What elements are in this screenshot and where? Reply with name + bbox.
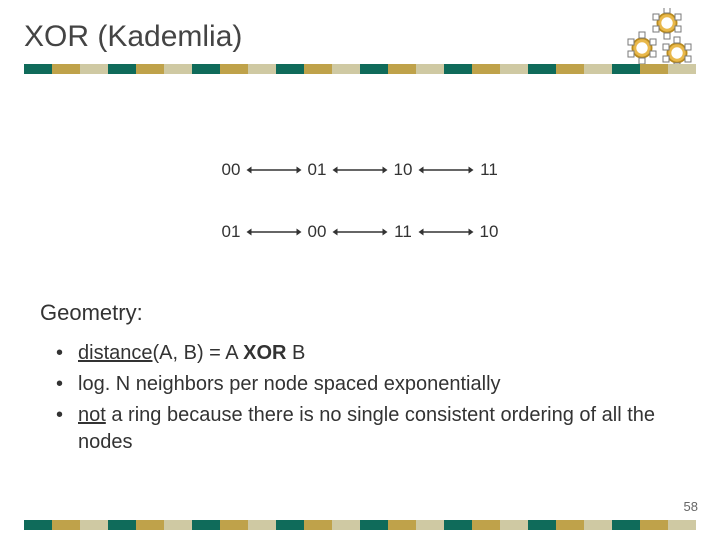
geometry-heading: Geometry: (40, 300, 660, 326)
xor-row: 00 01 10 11 (0, 160, 720, 180)
page-number: 58 (684, 499, 698, 514)
double-arrow-icon (246, 225, 302, 239)
geometry-item: log. N neighbors per node spaced exponen… (78, 371, 660, 398)
xor-node: 01 (302, 160, 332, 180)
xor-rows: 00 01 10 11 01 00 11 10 (0, 160, 720, 284)
geometry-section: Geometry: distance(A, B) = A XOR B log. N… (40, 300, 660, 460)
geometry-list: distance(A, B) = A XOR B log. N neighbors… (40, 340, 660, 456)
xor-node: 10 (388, 160, 418, 180)
xor-row: 01 00 11 10 (0, 222, 720, 242)
geometry-item: distance(A, B) = A XOR B (78, 340, 660, 367)
xor-node: 11 (474, 160, 504, 180)
accent-stripe-bottom (24, 520, 696, 530)
xor-node: 01 (216, 222, 246, 242)
double-arrow-icon (332, 163, 388, 177)
double-arrow-icon (246, 163, 302, 177)
double-arrow-icon (332, 225, 388, 239)
xor-node: 00 (302, 222, 332, 242)
geometry-item: not a ring because there is no single co… (78, 402, 660, 456)
xor-node: 10 (474, 222, 504, 242)
double-arrow-icon (418, 225, 474, 239)
double-arrow-icon (418, 163, 474, 177)
xor-node: 11 (388, 222, 418, 242)
page-title: XOR (Kademlia) (24, 20, 242, 54)
accent-stripe-top (24, 64, 696, 74)
slide-logo (612, 8, 702, 72)
xor-node: 00 (216, 160, 246, 180)
